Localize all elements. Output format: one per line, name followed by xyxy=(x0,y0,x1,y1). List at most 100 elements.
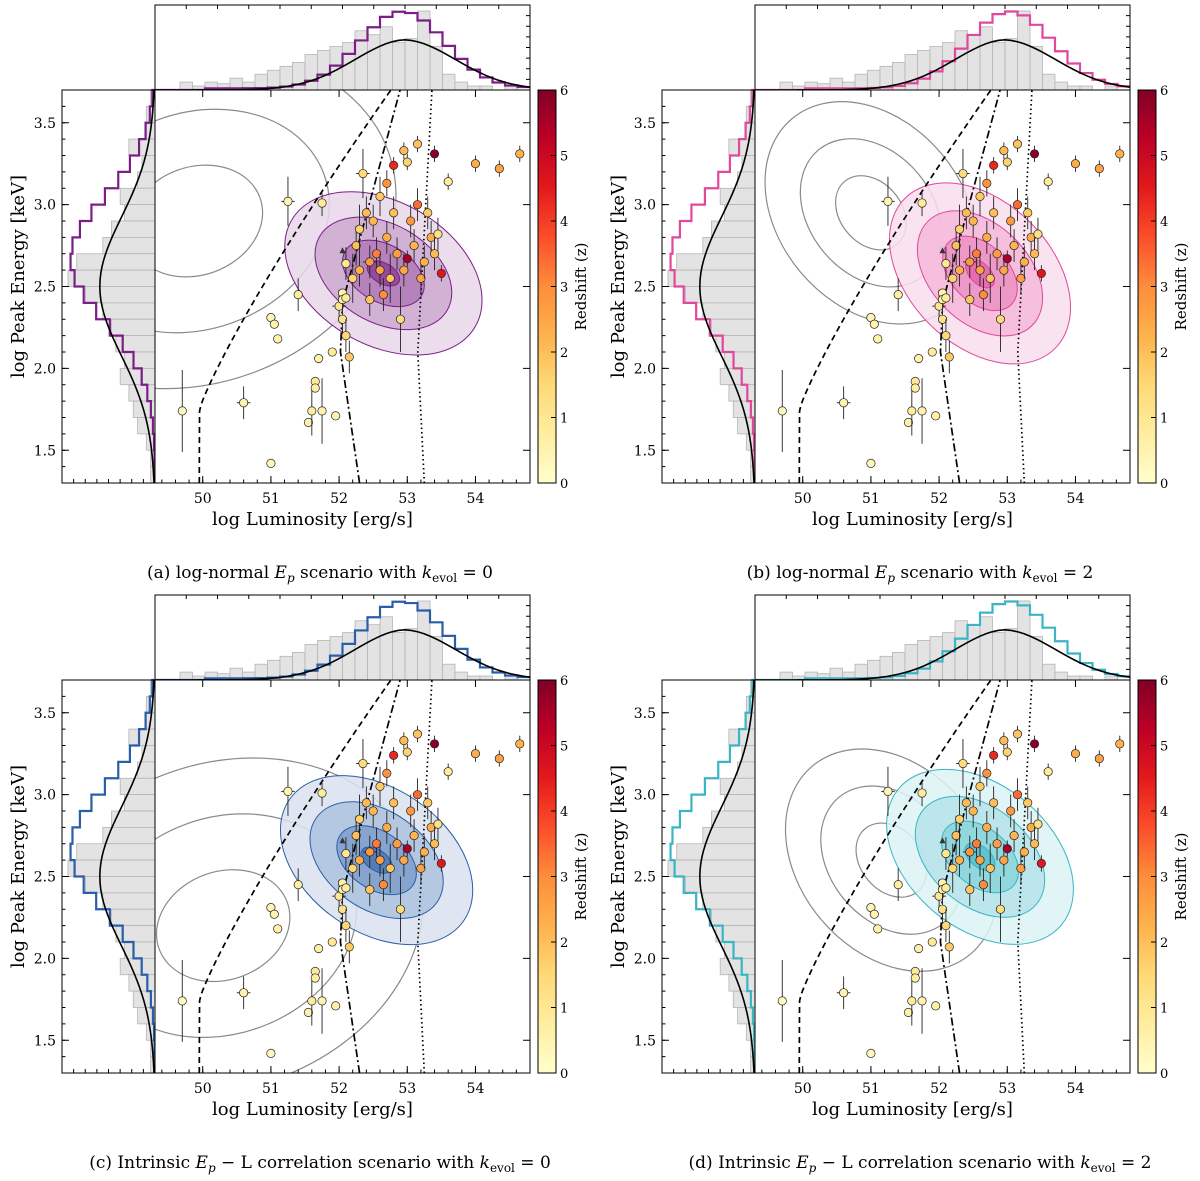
colorbar-tick-label: 3 xyxy=(1160,281,1168,296)
grb-point xyxy=(494,164,504,174)
grb-point xyxy=(914,353,924,364)
x-tick-label: 54 xyxy=(467,1081,485,1097)
x-axis-label: log Luminosity [erg/s] xyxy=(212,1099,413,1120)
lum-hist-bar xyxy=(1067,675,1081,681)
ep-hist-bar xyxy=(676,843,756,861)
grb-point xyxy=(1070,159,1081,169)
grb-point xyxy=(515,739,525,749)
grb-point xyxy=(395,314,406,324)
lum-hist-bar xyxy=(1029,46,1043,91)
lum-marginal-histogram xyxy=(754,594,1131,713)
grb-point xyxy=(429,839,440,849)
grb-point xyxy=(317,406,327,416)
grb-point xyxy=(382,822,392,832)
grb-point xyxy=(399,736,409,746)
grb-point xyxy=(423,798,433,808)
caption-part: evol xyxy=(1091,1161,1116,1175)
caption-part: E xyxy=(795,1153,809,1173)
ep-hist-bar xyxy=(728,138,756,156)
lum-hist-bar xyxy=(1017,10,1031,91)
grb-point xyxy=(982,232,992,242)
grb-point xyxy=(239,988,249,998)
grb-point xyxy=(436,268,446,278)
ep-model-histogram xyxy=(69,88,156,483)
lum-hist-bar xyxy=(1079,85,1093,91)
grb-point xyxy=(1029,739,1040,749)
y-tick-label: 3.0 xyxy=(634,788,656,804)
ep-hist-bar xyxy=(67,859,156,877)
grb-point xyxy=(839,988,849,998)
grb-point xyxy=(910,383,920,393)
grb-point xyxy=(419,847,429,857)
grb-point xyxy=(951,831,961,841)
lum-hist-bar xyxy=(367,624,381,681)
grb-point xyxy=(402,747,412,757)
grb-point xyxy=(307,996,317,1006)
ep-hist-bar xyxy=(124,351,156,369)
grb-point xyxy=(382,232,392,242)
grb-point xyxy=(341,293,351,303)
y-tick-label: 2.0 xyxy=(634,951,656,967)
detection-threshold-dashed xyxy=(798,680,992,1073)
lum-hist-bar xyxy=(967,34,981,91)
x-tick-label: 50 xyxy=(194,491,212,507)
grb-point xyxy=(283,196,293,206)
y-tick-label: 3.5 xyxy=(634,116,656,132)
grb-point xyxy=(1019,847,1029,857)
grb-point xyxy=(937,314,948,324)
main-scatter-panel xyxy=(155,680,530,1073)
x-tick-label: 52 xyxy=(930,1081,948,1097)
grb-point xyxy=(893,290,903,300)
intrinsic-contour xyxy=(155,90,397,390)
grb-point xyxy=(389,798,399,808)
grb-point xyxy=(354,814,365,824)
lum-hist-bar xyxy=(1079,675,1093,681)
x-tick-label: 50 xyxy=(794,1081,812,1097)
main-scatter-panel xyxy=(755,680,1130,1073)
lum-hist-bar xyxy=(467,85,481,91)
grb-point xyxy=(1115,739,1125,749)
grb-point xyxy=(1002,844,1012,854)
grb-point xyxy=(409,831,419,841)
y-tick-label: 1.5 xyxy=(634,443,656,459)
grb-point xyxy=(968,216,978,226)
lum-model-histogram xyxy=(155,10,530,92)
grb-point xyxy=(406,216,416,226)
grb-point xyxy=(382,768,392,778)
grb-point xyxy=(941,293,951,303)
lum-hist-bar xyxy=(1042,73,1056,91)
lum-hist-bar xyxy=(429,46,443,91)
lum-hist-bar xyxy=(442,73,456,91)
x-axis-label: log Luminosity [erg/s] xyxy=(812,1099,1013,1120)
lum-hist-bar xyxy=(379,26,393,91)
grb-point xyxy=(348,273,358,283)
caption-part: k xyxy=(422,563,432,583)
lum-hist-bar xyxy=(404,38,418,91)
ep-hist-bar xyxy=(667,859,756,877)
grb-point xyxy=(358,168,368,179)
grb-point xyxy=(975,781,985,791)
grb-point xyxy=(399,146,409,156)
grb-point xyxy=(883,786,893,796)
grb-point xyxy=(419,257,429,267)
grb-point xyxy=(1002,747,1012,757)
grb-point xyxy=(978,880,988,890)
ep-hist-bar xyxy=(119,367,156,386)
y-tick-label: 2.5 xyxy=(34,870,56,886)
colorbar-tick-label: 4 xyxy=(1160,805,1168,820)
grb-point xyxy=(958,168,968,179)
grb-point xyxy=(777,406,787,416)
caption-part: p xyxy=(208,1161,216,1175)
ep-hist-bar xyxy=(85,286,156,304)
ep-hist-bar xyxy=(128,384,156,402)
caption-part: evol xyxy=(432,571,457,585)
upper-limit-arrow xyxy=(939,837,946,844)
colorbar-label: Redshift (z) xyxy=(1172,833,1190,921)
y-tick-label: 2.5 xyxy=(634,280,656,296)
detection-threshold-dashdot xyxy=(939,680,1001,1073)
y-tick-label: 2.5 xyxy=(634,870,656,886)
lum-hist-bar xyxy=(992,632,1006,681)
grb-point xyxy=(869,909,879,919)
grb-point xyxy=(409,241,419,251)
grb-point xyxy=(941,259,951,269)
